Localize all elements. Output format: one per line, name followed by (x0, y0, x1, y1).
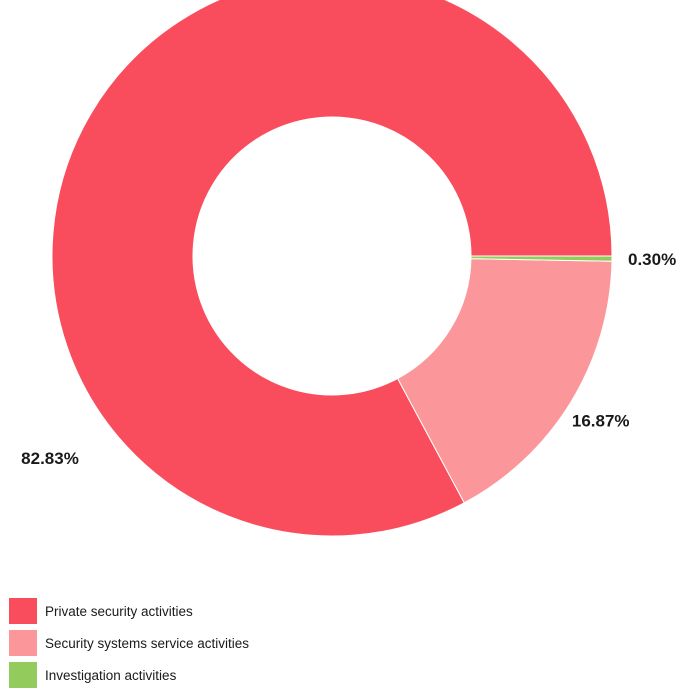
legend-label: Security systems service activities (45, 635, 250, 651)
legend-swatch (9, 630, 37, 656)
legend-swatch (9, 598, 37, 624)
donut-slice (396, 258, 613, 504)
donut-chart: 82.83% 16.87% 0.30% (21, 0, 676, 537)
donut-slice (51, 0, 613, 537)
legend-label: Investigation activities (45, 667, 177, 683)
legend-swatch (9, 662, 37, 688)
legend-item: Private security activities (9, 598, 249, 624)
legend-item: Security systems service activities (9, 630, 249, 656)
donut-slice (470, 255, 613, 262)
legend: Private security activities Security sys… (9, 598, 249, 694)
legend-item: Investigation activities (9, 662, 249, 688)
legend-label: Private security activities (45, 603, 193, 619)
slice-value-label: 16.87% (572, 411, 630, 430)
slice-value-label: 82.83% (21, 449, 79, 468)
slice-value-label: 0.30% (628, 250, 676, 269)
